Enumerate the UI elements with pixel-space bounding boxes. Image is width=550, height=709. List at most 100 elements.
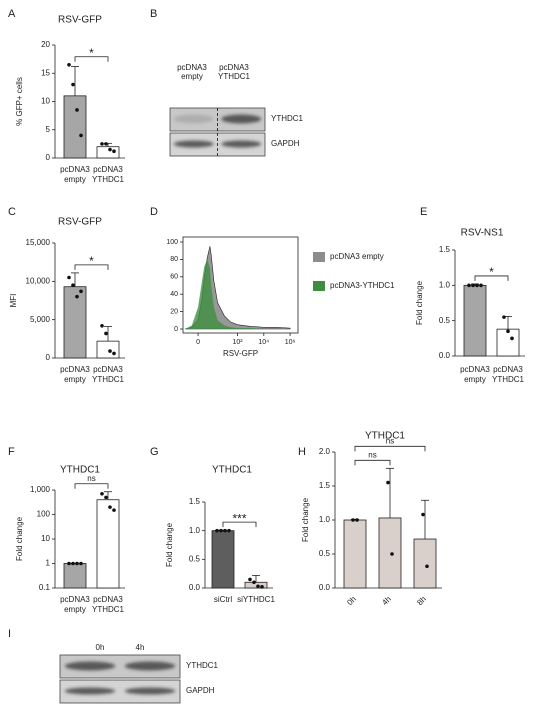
data-point [248,577,252,582]
x-tick-label: 10² [232,339,243,346]
data-point [502,315,506,319]
y-tick-label: 40 [170,291,178,298]
significance-bracket [354,445,426,452]
y-tick-label: 1.0 [189,526,201,535]
data-point [223,528,227,533]
y-tick-label: 1.0 [439,280,451,289]
bar [96,499,120,589]
blot-band [221,140,262,148]
data-point [112,149,116,154]
y-tick-label: 20 [170,308,178,315]
lane-label: 4h [136,643,145,652]
plot-frame [182,236,299,334]
bar [463,284,487,357]
panel-letter: F [8,446,15,458]
y-tick-label: 0.5 [319,549,331,558]
y-tick-label: 15 [41,68,50,77]
data-point [112,351,116,356]
y-tick-label: 0 [46,153,51,162]
panel-letter: A [8,8,16,20]
x-tick-label: 8h [415,595,428,608]
data-point [386,480,390,485]
x-tick-label: 0 [196,339,200,346]
data-point [71,561,75,566]
data-point [79,289,83,294]
data-point [351,518,355,522]
x-tick-label: siYTHDC1 [237,595,275,604]
data-point [252,580,256,585]
data-point [67,275,71,280]
blot-band [64,687,116,695]
data-point [67,62,71,67]
x-tick-label: pcDNA3 YTHDC1 [92,165,125,184]
panel-letter: D [150,206,158,218]
data-point [67,561,71,566]
significance-label: ns [368,450,376,459]
significance-bracket [354,459,391,466]
x-tick-label: pcDNA3 empty [460,365,490,384]
significance-bracket [74,56,109,62]
data-point [71,283,75,287]
significance-label: ns [87,474,95,483]
bar [96,340,120,359]
y-tick-label: 100 [37,510,51,519]
data-point [219,528,223,533]
y-tick-label: 10 [41,534,50,543]
data-point [104,142,108,146]
significance-bracket [74,483,109,489]
significance-label: * [89,254,94,268]
x-tick-label: pcDNA3 YTHDC1 [92,365,125,384]
blot-band [173,114,214,124]
y-tick-label: 1.5 [319,481,331,490]
data-point [104,331,108,336]
bar [211,530,235,589]
data-point [104,495,108,500]
significance-label: ns [386,436,394,445]
blot-band [124,661,176,671]
bar [63,563,87,589]
bar [496,328,520,357]
data-point [79,561,83,566]
x-tick-label: 10⁴ [258,339,269,346]
data-point [256,584,260,589]
bar [378,517,402,589]
significance-label: * [489,265,494,279]
lane-label: 0h [96,643,105,652]
x-tick-label: 4h [380,595,393,608]
x-tick-label: 0h [345,595,358,608]
significance-bracket [74,264,109,270]
panel-letter: I [8,628,11,640]
legend-label: pcDNA3-YTHDC1 [330,281,395,290]
y-axis-label: Fold change [15,516,24,561]
data-point [467,283,471,288]
data-point [506,329,510,334]
y-tick-label: 5,000 [30,315,51,324]
y-axis-label: % GFP+ cells [15,77,24,126]
y-tick-label: 1.5 [189,497,201,506]
data-point [71,82,75,87]
y-tick-label: 1 [46,559,51,568]
blot-band [64,661,116,671]
y-tick-label: 0.0 [439,351,451,360]
y-tick-label: 5 [46,125,51,134]
x-tick-label: pcDNA3 empty [60,165,90,184]
data-point [471,283,475,288]
x-tick-label: 10⁶ [285,339,296,346]
y-tick-label: 1,000 [30,485,51,494]
data-point [100,142,104,146]
lane-label: pcDNA3 empty [177,63,207,81]
y-tick-label: 2.0 [319,447,331,456]
blot-strip [59,679,181,704]
bar [63,95,87,159]
y-tick-label: 100 [166,239,178,246]
chart-title: YTHDC1 [365,431,405,442]
bar [413,538,437,589]
data-point [108,349,112,353]
data-point [108,505,112,509]
significance-bracket [474,275,509,281]
data-point [108,147,112,152]
significance-label: *** [232,511,246,525]
chart-title: RSV-GFP [58,217,102,228]
legend-label: pcDNA3 empty [330,252,384,261]
